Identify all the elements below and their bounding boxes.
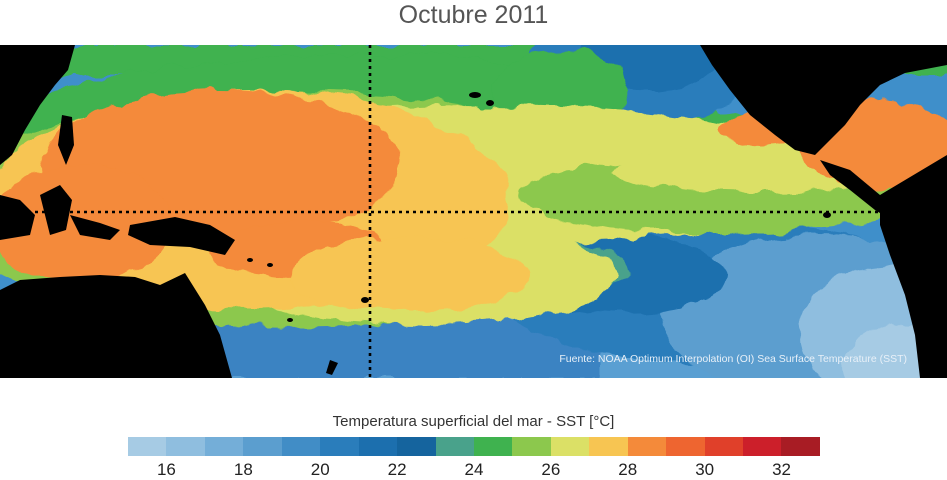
colorbar-swatch [358,437,398,456]
colorbar-tick-label: 30 [695,460,715,479]
land-masses [0,45,947,378]
colorbar-swatch [512,437,551,456]
colorbar-tick-label: 16 [156,460,176,479]
colorbar-tick-label: 28 [618,460,638,479]
colorbar-swatch [704,437,743,456]
colorbar-swatch [320,437,359,456]
colorbar-swatch [666,437,705,456]
colorbar-swatch [627,437,667,456]
colorbar [128,437,820,456]
colorbar-ticks: 16 18 20 22 24 26 28 30 32 [0,458,947,480]
colorbar-tick-label: 20 [310,460,330,479]
colorbar-swatch [589,437,628,456]
colorbar-swatch [281,437,321,456]
colorbar-tick-label: 26 [541,460,561,479]
colorbar-swatch [550,437,590,456]
colorbar-tick-label: 18 [233,460,253,479]
colorbar-swatch [128,437,167,456]
colorbar-swatch [473,437,513,456]
colorbar-title: Temperatura superficial del mar - SST [°… [332,413,615,430]
colorbar-tick-label: 22 [387,460,407,479]
source-note: Fuente: NOAA Optimum Interpolation (OI) … [559,353,907,365]
map-title: Octubre 2011 [398,1,549,29]
colorbar-swatch [204,437,244,456]
colorbar-swatch [781,437,820,456]
colorbar-swatch [435,437,474,456]
colorbar-swatch [243,437,282,456]
colorbar-swatch [166,437,205,456]
sst-map [0,45,947,378]
colorbar-tick-label: 24 [464,460,484,479]
colorbar-swatch [743,437,782,456]
colorbar-swatch [397,437,436,456]
colorbar-tick-label: 32 [772,460,791,479]
sst-field [0,45,947,378]
